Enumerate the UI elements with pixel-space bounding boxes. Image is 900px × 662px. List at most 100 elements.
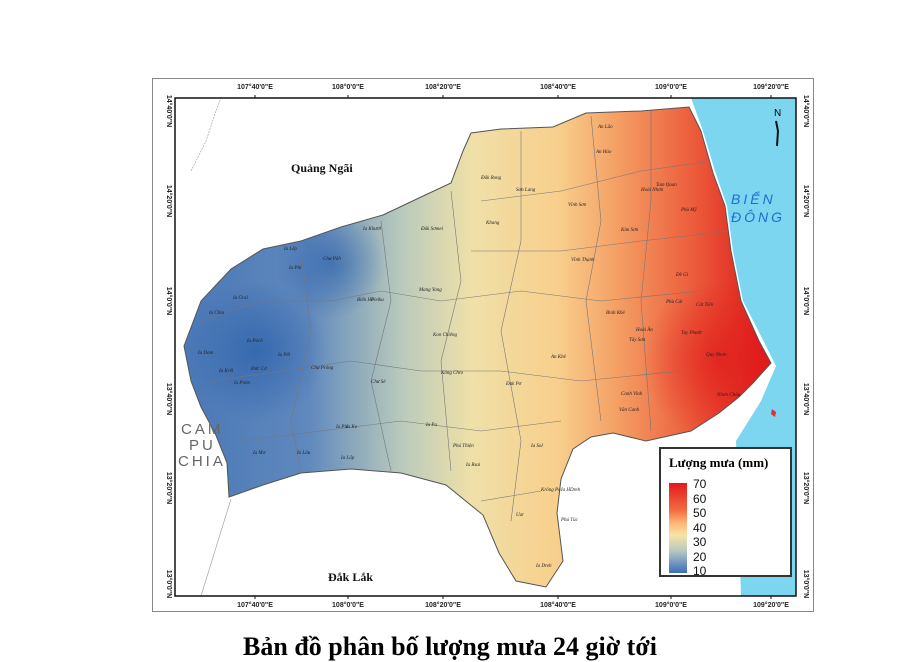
district-label: Ia Lốp bbox=[340, 456, 355, 461]
district-label: Phù Cát bbox=[665, 300, 683, 305]
district-label: Ia Lếp bbox=[283, 247, 297, 252]
label-quang-ngai: Quảng Ngãi bbox=[291, 161, 353, 175]
lat-tick-label: 14°40'0"N bbox=[165, 95, 173, 127]
district-label: Ia Pnôn bbox=[233, 381, 250, 386]
legend-value: 60 bbox=[693, 491, 707, 506]
legend-value: 70 bbox=[693, 477, 707, 491]
label-dak-lak: Đắk Lắk bbox=[328, 570, 373, 584]
district-label: Sơn Lang bbox=[516, 188, 536, 193]
district-label: Bình Khê bbox=[606, 311, 626, 316]
lat-tick-label: 13°0'0"N bbox=[802, 570, 810, 598]
district-label: Kông Chro bbox=[440, 371, 464, 376]
district-label: Ia Krêl bbox=[218, 369, 234, 374]
district-label: Chư Prông bbox=[311, 366, 334, 371]
lat-tick-label: 14°0'0"N bbox=[802, 287, 810, 315]
island bbox=[771, 409, 776, 417]
district-label: Đề Gi bbox=[675, 273, 689, 278]
district-label: Phú Thiện bbox=[452, 444, 474, 449]
district-label: Ia Khươl bbox=[362, 227, 382, 232]
district-label: Đăk Rong bbox=[480, 176, 502, 181]
lon-tick-label: 108°0'0"E bbox=[332, 601, 364, 609]
district-label: Ia Chia bbox=[208, 311, 225, 316]
lat-tick-label: 13°20'0"N bbox=[802, 472, 810, 504]
map-neatline bbox=[174, 97, 797, 597]
district-label: Cát Tiến bbox=[696, 303, 714, 308]
district-label: Mang Yang bbox=[418, 288, 442, 293]
district-label: Ia HDreh bbox=[560, 488, 581, 493]
lat-tick-label: 13°20'0"N bbox=[165, 472, 173, 504]
lon-tick-label: 109°20'0"E bbox=[753, 83, 789, 91]
district-label: Ia Ko bbox=[345, 425, 358, 430]
lon-tick-label: 108°40'0"E bbox=[540, 83, 576, 91]
district-label: Ia Dreh bbox=[535, 564, 552, 569]
district-label: Ia Grai bbox=[232, 296, 248, 301]
label-dong: ĐÔNG bbox=[731, 209, 785, 225]
district-label: Quy Nhơn bbox=[706, 353, 727, 358]
district-label: Ia Phí bbox=[288, 266, 302, 271]
legend-value: 10 bbox=[693, 564, 707, 578]
district-label: An Hảo bbox=[595, 150, 612, 155]
legend-value: 30 bbox=[693, 535, 707, 549]
district-label: Vân Canh bbox=[619, 408, 640, 413]
legend-title: Lượng mưa (mm) bbox=[669, 455, 769, 470]
lon-tick-label: 108°0'0"E bbox=[332, 83, 364, 91]
district-label: An Khê bbox=[550, 355, 567, 360]
district-label: Vĩnh Sơn bbox=[568, 203, 587, 208]
legend-value: 20 bbox=[693, 549, 707, 564]
map-caption: Bản đồ phân bố lượng mưa 24 giờ tới bbox=[243, 632, 657, 661]
district-label: Tam Quan bbox=[656, 183, 677, 188]
lat-tick-label: 13°40'0"N bbox=[802, 383, 810, 415]
district-boundaries bbox=[200, 111, 732, 522]
district-label: Ia Pa bbox=[425, 423, 437, 428]
district-label: Ia Pết bbox=[277, 353, 291, 358]
district-label: Ia Pia bbox=[335, 425, 349, 430]
legend-color-ramp bbox=[669, 483, 687, 573]
district-label: Đăk Sơmei bbox=[420, 227, 444, 232]
island-chain bbox=[775, 120, 780, 147]
district-label: Phù Mỹ bbox=[680, 208, 697, 213]
label-campuchia-1: CAM bbox=[181, 421, 223, 438]
legend-value: 50 bbox=[693, 506, 707, 520]
district-label: Chư Sê bbox=[371, 380, 386, 385]
district-label: Đak Pơ bbox=[505, 382, 522, 387]
district-label: Pleiku bbox=[370, 298, 384, 303]
district-label: Tây Sơn bbox=[629, 338, 646, 343]
district-label: Kbang bbox=[485, 221, 500, 226]
lat-tick-label: 14°40'0"N bbox=[802, 95, 810, 127]
district-label: Ia Púch bbox=[246, 339, 263, 344]
label-bien: BIỂN bbox=[731, 190, 776, 207]
lon-tick-label: 107°40'0"E bbox=[237, 601, 273, 609]
lon-tick-label: 108°40'0"E bbox=[540, 601, 576, 609]
district-label: Kon Chiêng bbox=[432, 333, 458, 338]
district-label: Biển Hồ bbox=[357, 297, 374, 303]
lon-tick-label: 109°20'0"E bbox=[753, 601, 789, 609]
legend-value: 40 bbox=[693, 520, 707, 535]
district-label: Kim Sơn bbox=[620, 228, 639, 233]
district-label: Tuy Phước bbox=[681, 331, 703, 336]
lat-tick-label: 14°20'0"N bbox=[165, 185, 173, 217]
lon-tick-label: 108°20'0"E bbox=[425, 83, 461, 91]
district-label: Ia Lâu bbox=[296, 451, 311, 456]
label-campuchia-3: CHIA bbox=[178, 453, 226, 470]
border-line bbox=[200, 498, 232, 597]
label-campuchia-2: PU bbox=[189, 437, 216, 454]
district-label: Krông Pa bbox=[540, 488, 561, 493]
legend: Lượng mưa (mm) 70 60 50 40 30 20 10 bbox=[659, 447, 792, 578]
district-label: Canh Vinh bbox=[621, 392, 643, 397]
north-arrow: N bbox=[774, 108, 781, 119]
district-label: Vĩnh Thạnh bbox=[571, 258, 595, 263]
district-label: Ia Dom bbox=[197, 351, 214, 356]
district-label: Hoài Ân bbox=[635, 327, 653, 333]
border-line bbox=[190, 97, 222, 172]
lat-tick-label: 14°20'0"N bbox=[802, 185, 810, 217]
district-label: Chư Păh bbox=[323, 257, 341, 262]
district-label: Phú Túc bbox=[560, 518, 579, 523]
district-label: Nhơn Châu bbox=[716, 393, 741, 398]
lat-tick-label: 13°0'0"N bbox=[165, 570, 173, 598]
lat-tick-label: 13°40'0"N bbox=[165, 383, 173, 415]
district-label: An Lão bbox=[597, 125, 613, 130]
lon-tick-label: 109°0'0"E bbox=[655, 83, 687, 91]
district-label: Hoài Nhơn bbox=[640, 188, 664, 193]
district-label: Ia Rsai bbox=[465, 463, 481, 468]
lon-tick-label: 109°0'0"E bbox=[655, 601, 687, 609]
